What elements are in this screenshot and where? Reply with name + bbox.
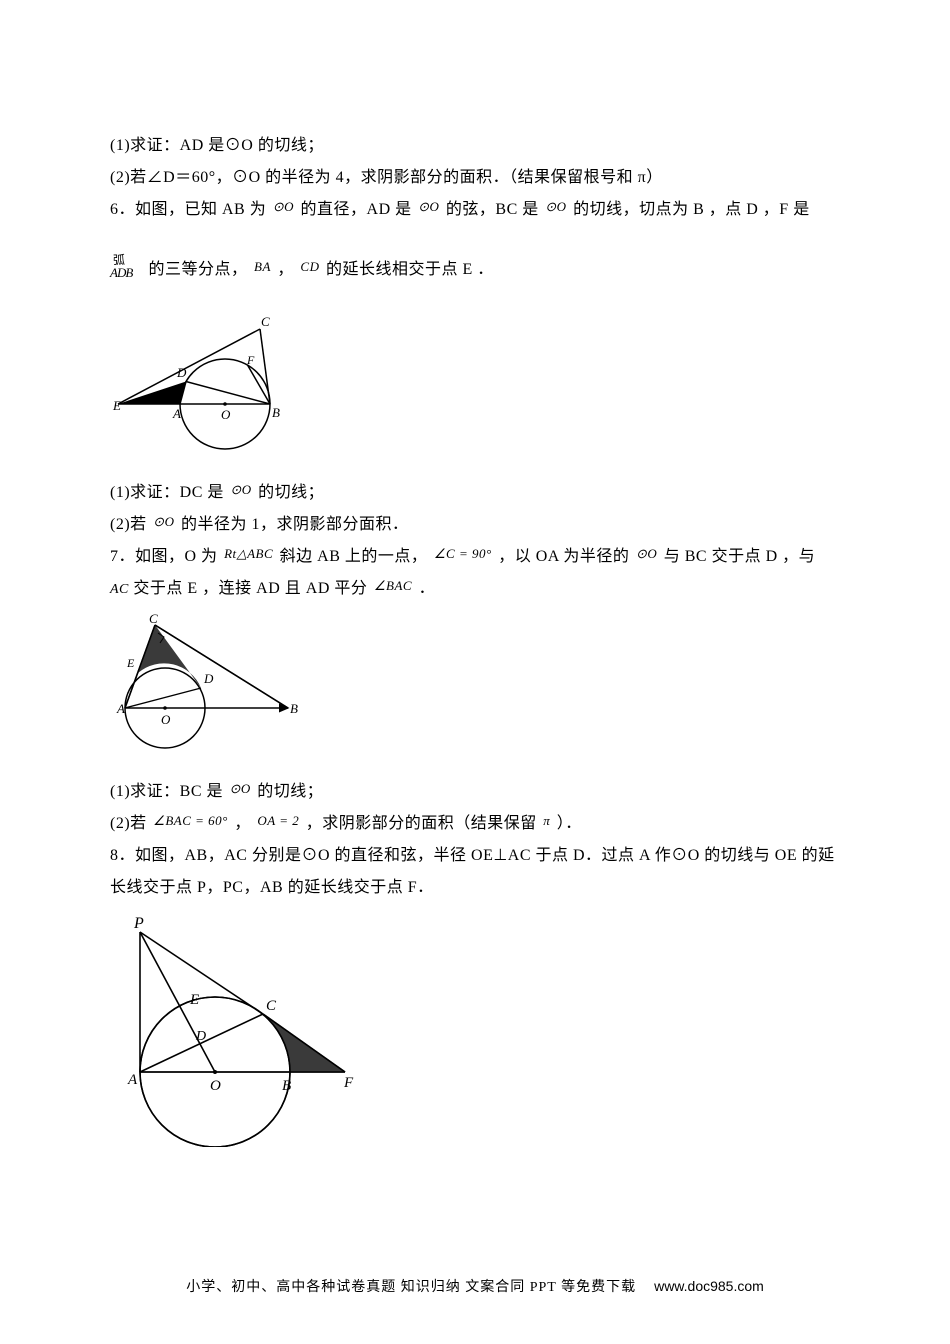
text-line: 6．如图，已知 AB 为 ⊙O 的直径，AD 是 ⊙O 的弦，BC 是 ⊙O 的… [110, 194, 840, 226]
math-circle-o: ⊙O [153, 514, 174, 529]
math-cd: CD [300, 259, 319, 274]
figure-1-svg: E A O B D F C [110, 304, 290, 464]
svg-text:D: D [203, 671, 214, 686]
line-8a: 交于点 E ，连接 AD 且 AD 平分 [133, 580, 372, 597]
svg-text:P: P [133, 915, 144, 932]
svg-text:C: C [149, 613, 158, 626]
text-line: (2)若 ∠BAC = 60° ， OA = 2 ，求阴影部分的面积（结果保留 … [110, 808, 840, 840]
line-2: (2)若∠D＝60°，⊙O 的半径为 4，求阴影部分的面积．（结果保留根号和 π… [110, 169, 663, 186]
math-pi: π [543, 813, 550, 828]
svg-text:B: B [290, 701, 298, 716]
svg-text:D: D [176, 365, 187, 380]
svg-text:A: A [127, 1072, 138, 1088]
text-line: 长线交于点 P，PC，AB 的延长线交于点 F． [110, 872, 840, 904]
line-10c: ，求阴影部分的面积（结果保留 [306, 815, 537, 832]
math-circle-o: ⊙O [273, 199, 294, 214]
line-7a: 7．如图，O 为 [110, 548, 218, 565]
line-9: (1)求证：BC 是 [110, 783, 223, 800]
svg-text:E: E [112, 398, 121, 413]
math-circle-o: ⊙O [230, 781, 251, 796]
math-angbac60: ∠BAC = 60° [153, 813, 228, 828]
line-7b: 斜边 AB 上的一点， [280, 548, 428, 565]
text-line: AC 交于点 E ，连接 AD 且 AD 平分 ∠BAC ． [110, 573, 840, 605]
line-7c: ，以 OA 为半径的 [498, 548, 629, 565]
math-circle-o: ⊙O [636, 546, 657, 561]
figure-2-svg: A O B C E D [110, 613, 300, 763]
text-line: 7．如图，O 为 Rt△ABC 斜边 AB 上的一点， ∠C = 90° ，以 … [110, 541, 840, 573]
line-1: (1)求证：AD 是⊙O 的切线； [110, 137, 324, 154]
figure-1: E A O B D F C [110, 304, 840, 469]
math-angbac: ∠BAC [374, 578, 412, 593]
line-7d: 与 BC 交于点 D ，与 [664, 548, 815, 565]
svg-text:C: C [261, 314, 270, 329]
figure-3-svg: P E C D A O B F [110, 912, 360, 1147]
svg-text:A: A [116, 701, 125, 716]
line-4a: 的三等分点， [149, 261, 248, 278]
footer-url: www.doc985.com [654, 1278, 764, 1294]
page: (1)求证：AD 是⊙O 的切线； (2)若∠D＝60°，⊙O 的半径为 4，求… [0, 0, 950, 1344]
text-line: 8．如图，AB，AC 分别是⊙O 的直径和弦，半径 OE⊥AC 于点 D．过点 … [110, 840, 840, 872]
text-line: (2)若 ⊙O 的半径为 1，求阴影部分面积． [110, 509, 840, 541]
svg-text:E: E [126, 656, 135, 670]
line-3c: 的弦，BC 是 [446, 201, 539, 218]
text-line: (1)求证：AD 是⊙O 的切线； [110, 130, 840, 162]
line-4c: 的延长线相交于点 E ． [326, 261, 494, 278]
svg-text:A: A [172, 406, 181, 421]
line-4b: ， [277, 261, 294, 278]
svg-text:O: O [161, 712, 171, 727]
math-circle-o: ⊙O [230, 482, 251, 497]
svg-text:B: B [272, 405, 280, 420]
svg-text:D: D [195, 1029, 206, 1044]
line-11: 8．如图，AB，AC 分别是⊙O 的直径和弦，半径 OE⊥AC 于点 D．过点 … [110, 847, 835, 864]
svg-text:F: F [246, 353, 255, 367]
line-6b: 的半径为 1，求阴影部分面积． [181, 516, 409, 533]
line-10d: ）． [557, 815, 582, 832]
line-3b: 的直径，AD 是 [301, 201, 412, 218]
text-line: 弧 ADB 的三等分点， BA ， CD 的延长线相交于点 E ． [110, 254, 840, 286]
line-10: (2)若 [110, 815, 147, 832]
svg-text:O: O [221, 407, 231, 422]
math-angc90: ∠C = 90° [434, 546, 492, 561]
line-10b: ， [234, 815, 251, 832]
line-5: (1)求证：DC 是 [110, 484, 224, 501]
svg-text:C: C [266, 998, 277, 1014]
page-footer: 小学、初中、高中各种试卷真题 知识归纳 文案合同 PPT 等免费下载 www.d… [0, 1276, 950, 1296]
figure-2: A O B C E D [110, 613, 840, 768]
line-5b: 的切线； [258, 484, 324, 501]
text-line: (2)若∠D＝60°，⊙O 的半径为 4，求阴影部分的面积．（结果保留根号和 π… [110, 162, 840, 194]
math-rt-abc: Rt△ABC [224, 546, 273, 561]
text-line: (1)求证：BC 是 ⊙O 的切线； [110, 776, 840, 808]
math-oa2: OA = 2 [257, 813, 299, 828]
line-3a: 6．如图，已知 AB 为 [110, 201, 266, 218]
figure-3: P E C D A O B F [110, 912, 840, 1152]
text-line: (1)求证：DC 是 ⊙O 的切线； [110, 477, 840, 509]
line-8b: ． [419, 580, 436, 597]
math-circle-o: ⊙O [418, 199, 439, 214]
svg-text:O: O [210, 1078, 221, 1094]
svg-text:F: F [343, 1075, 354, 1091]
line-3d: 的切线，切点为 B ，点 D ，F 是 [573, 201, 810, 218]
line-6: (2)若 [110, 516, 147, 533]
line-12: 长线交于点 P，PC，AB 的延长线交于点 F． [110, 879, 434, 896]
footer-text: 小学、初中、高中各种试卷真题 知识归纳 文案合同 PPT 等免费下载 [186, 1280, 636, 1295]
math-circle-o: ⊙O [545, 199, 566, 214]
arc-adb: 弧 ADB [110, 256, 144, 280]
line-9b: 的切线； [257, 783, 323, 800]
math-ba: BA [254, 259, 271, 274]
line-8-ac: AC [110, 582, 129, 597]
